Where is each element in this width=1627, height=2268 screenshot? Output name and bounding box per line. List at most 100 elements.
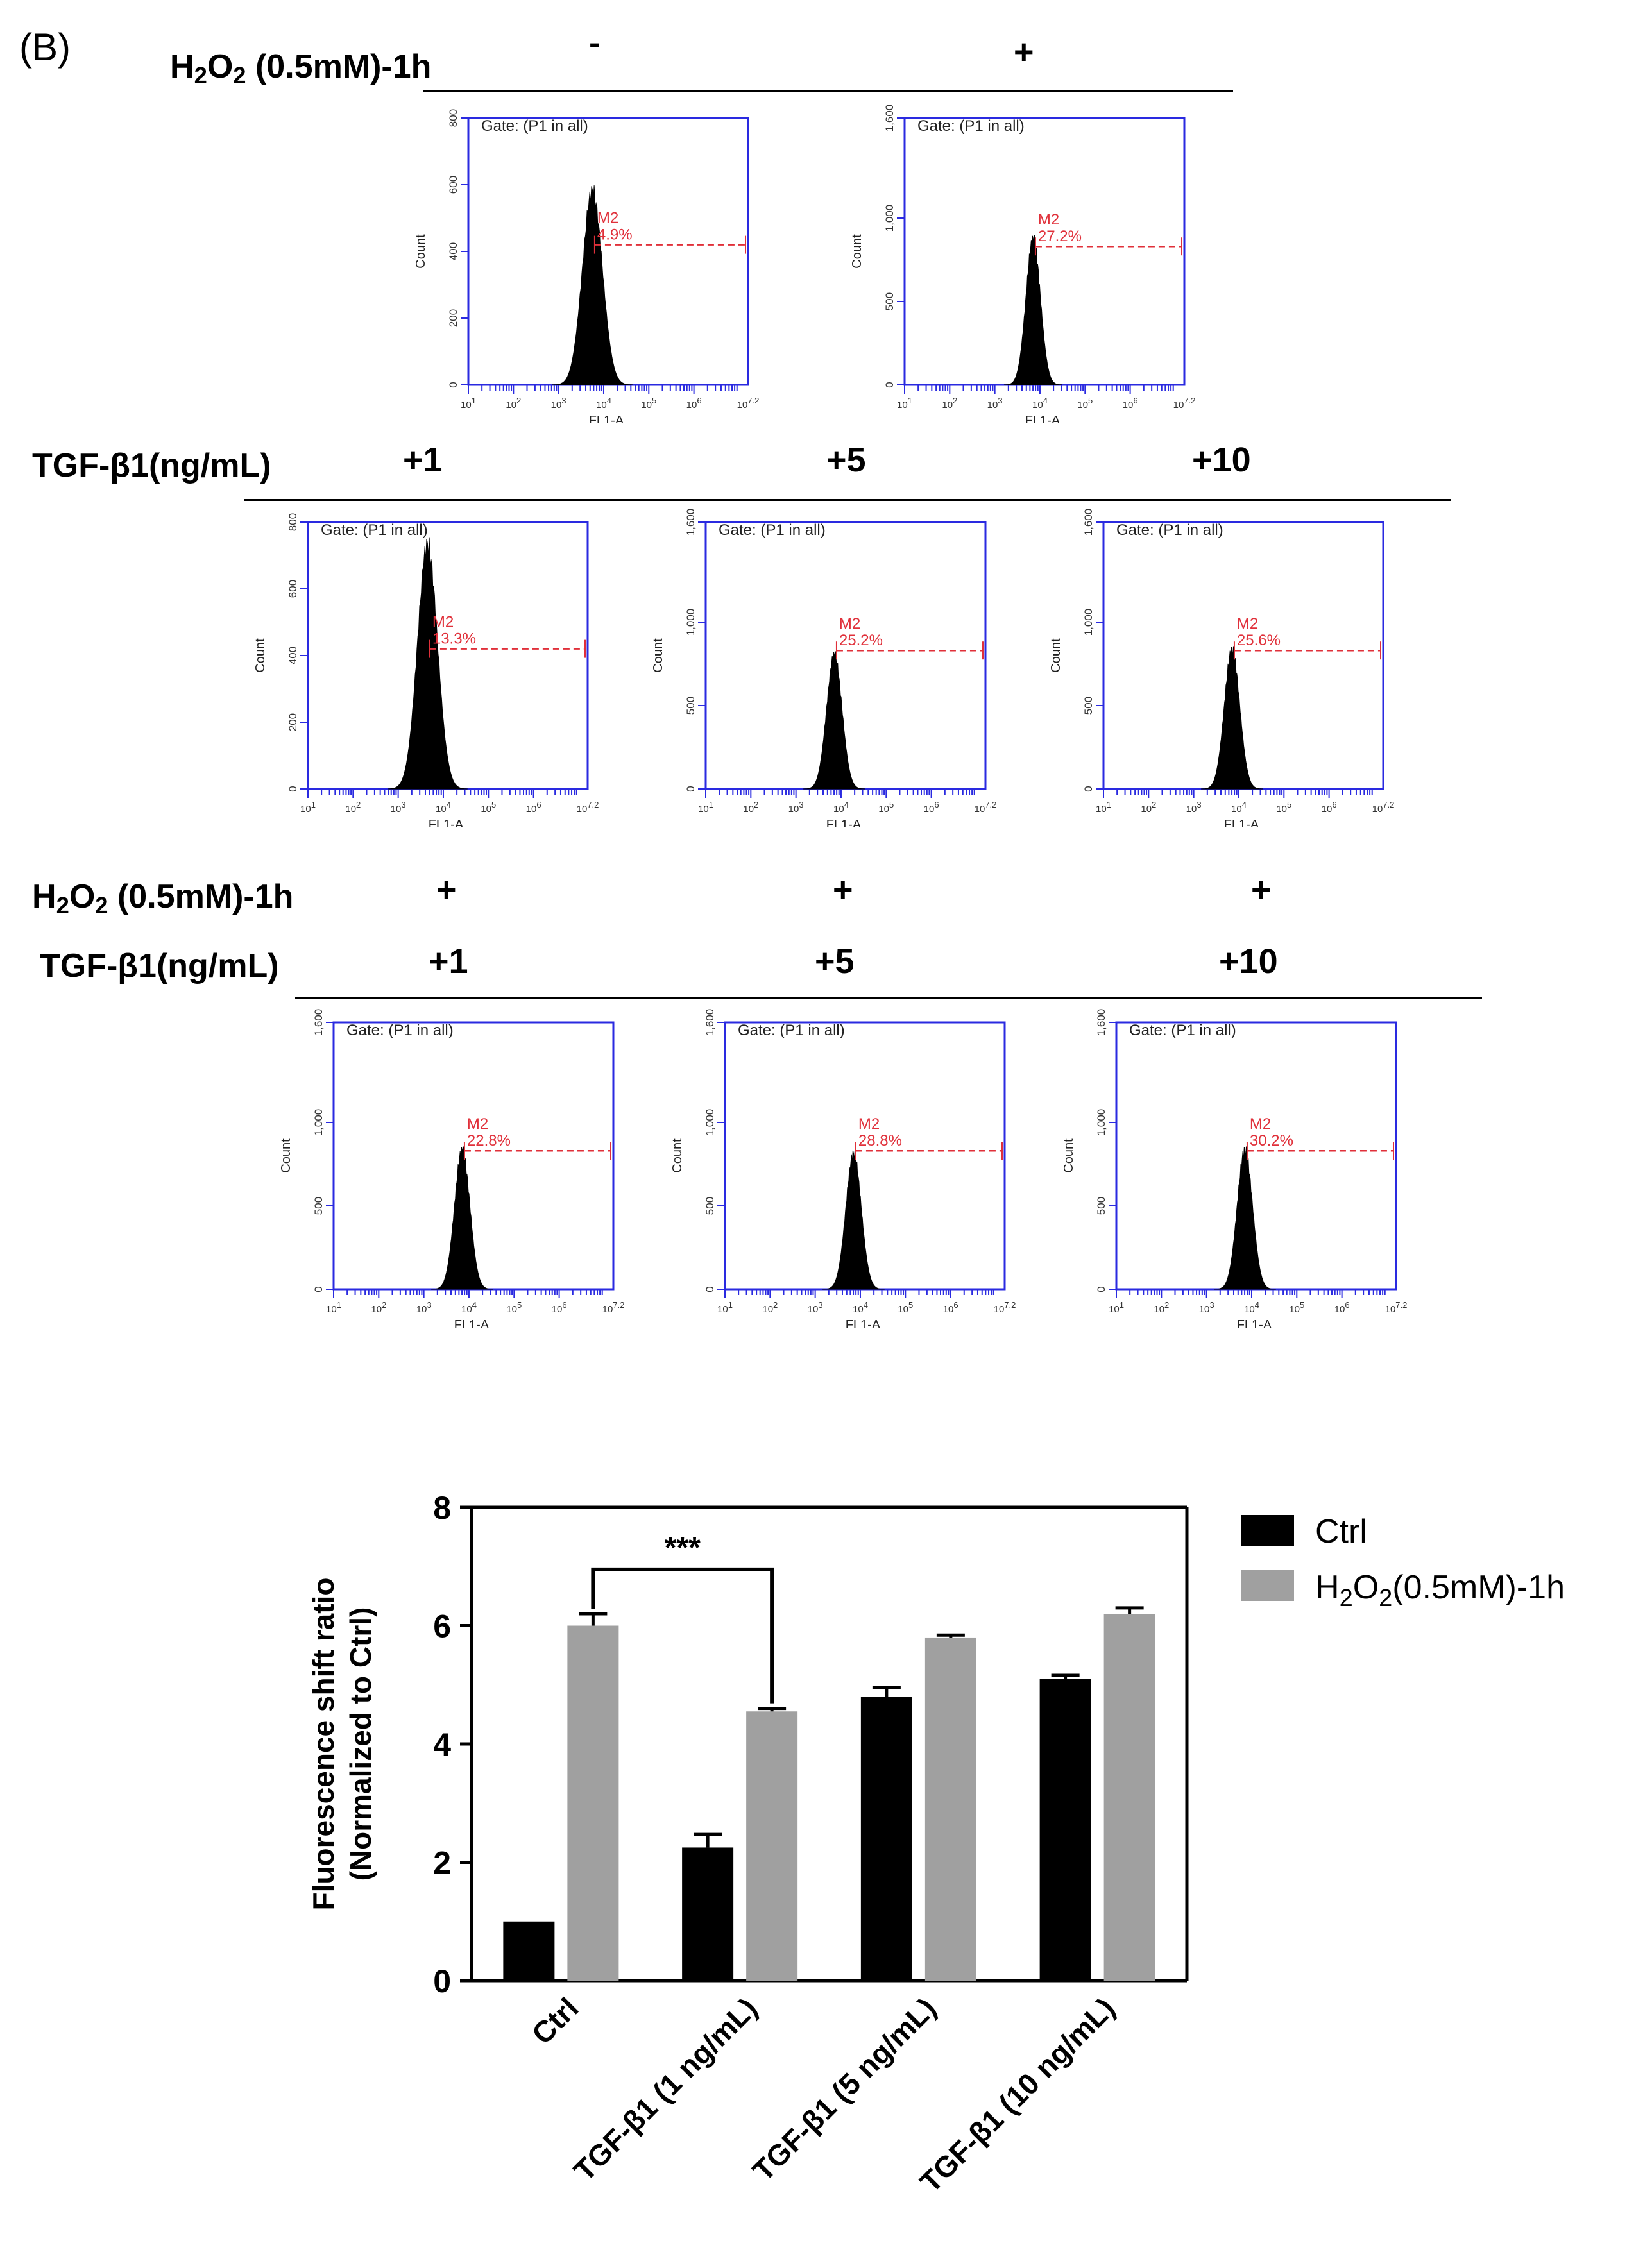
x-tick-label: 105 [641,396,656,410]
bar-h2o2-2 [924,1637,976,1981]
x-tick-label: 103 [416,1300,432,1315]
y-tick-label: 0 [287,786,299,791]
y-tick-label: 800 [447,109,459,127]
y-tick-label: 0 [883,382,896,387]
bar-y-tick-label: 6 [433,1609,451,1645]
h2o2-label-row3: H2O2 (0.5mM)-1h [32,880,293,918]
gate-marker-label: M2 [858,1115,880,1133]
h2o2-label3-rest: (0.5mM)-1h [108,878,294,915]
gate-label: Gate: (P1 in all) [481,117,588,135]
x-axis-label: FL1-A [826,818,862,827]
bar-y-tick-label: 0 [433,1963,451,1999]
x-tick-label: 107.2 [1385,1300,1408,1315]
bar-y-tick-label: 8 [433,1490,451,1526]
gate-label: Gate: (P1 in all) [1116,521,1223,539]
y-tick-label: 600 [287,580,299,598]
x-axis-label: FL1-A [1025,414,1061,423]
x-tick-label: 102 [762,1300,778,1315]
y-tick-label: 400 [447,242,459,260]
x-axis-label: FL1-A [1224,818,1259,827]
row3-h2o2-sign-3: + [1251,870,1272,909]
x-tick-label: 107.2 [602,1300,625,1315]
x-axis-label: FL1-A [846,1318,881,1328]
x-tick-label: 102 [506,396,521,410]
gate-label: Gate: (P1 in all) [738,1022,845,1039]
histogram-peak [822,1149,885,1290]
x-tick-label: 104 [833,800,849,815]
x-tick-label: 105 [878,800,894,815]
y-axis-label: Count [651,638,665,673]
x-axis-label: FL1-A [429,818,464,827]
x-tick-label: 105 [1276,800,1291,815]
x-tick-label: 101 [897,396,912,410]
h2o2-label3-sub2: 2 [95,892,108,919]
histogram-peak [552,185,633,385]
row3-dose-1: +1 [429,942,468,981]
bar-ctrl-3 [1039,1679,1091,1981]
gate-marker-label: M2 [432,614,454,631]
bar-category-label: Ctrl [525,1991,585,2051]
histogram-peak [803,651,865,790]
y-tick-label: 0 [704,1286,716,1292]
x-tick-label: 106 [1334,1300,1350,1315]
x-tick-label: 104 [853,1300,868,1315]
histogram-peak [1003,235,1062,385]
y-tick-label: 0 [1082,786,1095,791]
y-axis-label: Count [670,1138,685,1173]
h2o2-label-row1: H2O2 (0.5mM)-1h [170,50,431,88]
bar-chart: 0 2 4 6 8 Fluorescence shift ratio (Normalized… [307,1490,1565,2199]
x-tick-label: 102 [345,800,361,815]
x-tick-label: 106 [1123,396,1138,410]
gate-percent: 25.6% [1237,632,1281,649]
gate-marker-label: M2 [467,1115,488,1133]
x-tick-label: 103 [987,396,1003,410]
y-tick-label: 0 [1095,1286,1107,1292]
gate-percent: 22.8% [467,1132,511,1149]
x-tick-label: 105 [506,1300,522,1315]
y-axis-label: Count [414,234,428,269]
bar-y-label-line1: Fluorescence shift ratio [307,1578,340,1911]
gate-label: Gate: (P1 in all) [321,521,428,539]
x-tick-label: 104 [1032,396,1048,410]
histogram-h2o2-tgf5: Gate: (P1 in all) 0 500 1,000 1,600 Count 101 1… [670,1009,1016,1328]
x-tick-label: 101 [698,800,713,815]
bar-ctrl-0 [503,1921,555,1981]
x-axis-label: FL1-A [1237,1318,1272,1328]
y-tick-label: 800 [287,513,299,531]
bar-ctrl-1 [682,1847,734,1981]
x-tick-label: 103 [391,800,406,815]
y-tick-label: 1,600 [883,105,896,132]
y-tick-label: 500 [685,697,697,715]
row3-dose-10: +10 [1219,942,1278,981]
row3-dose-5: +5 [815,942,855,981]
y-axis-label: Count [279,1138,293,1173]
bar-category-label: TGF-β1 (5 ng/mL) [746,1991,942,2187]
x-tick-label: 107.2 [737,396,760,410]
row2-dose-1: +1 [403,441,443,479]
gate-label: Gate: (P1 in all) [719,521,826,539]
x-tick-label: 106 [686,396,702,410]
y-tick-label: 0 [312,1286,325,1292]
histogram-tgf5: Gate: (P1 in all) 0 500 1,000 1,600 Count 101 1… [651,509,996,827]
x-tick-label: 105 [481,800,496,815]
x-tick-label: 101 [300,800,316,815]
histogram-ctrl: Gate: (P1 in all) 0 200 400 600 800 Count 101 10… [414,109,760,423]
gate-marker-label: M2 [1237,615,1258,632]
significance-bracket [591,1567,774,1704]
row3-h2o2-sign-1: + [436,870,457,909]
x-tick-label: 104 [1244,1300,1259,1315]
row3-divider [295,997,1482,999]
x-tick-label: 102 [942,396,957,410]
bar-h2o2-1 [746,1711,798,1981]
row2-dose-10: +10 [1192,441,1251,479]
y-tick-label: 400 [287,647,299,664]
h2o2-label-o: O [207,48,234,85]
y-tick-label: 1,000 [704,1109,716,1137]
gate-label: Gate: (P1 in all) [1129,1022,1236,1039]
h2o2-label3-h: H [32,878,56,915]
h2o2-label3-o: O [69,878,96,915]
y-tick-label: 1,600 [1095,1009,1107,1037]
y-tick-label: 1,000 [685,609,697,636]
y-tick-label: 1,000 [883,205,896,232]
histogram-h2o2: Gate: (P1 in all) 0 500 1,000 1,600 Count 101 1… [850,105,1195,423]
